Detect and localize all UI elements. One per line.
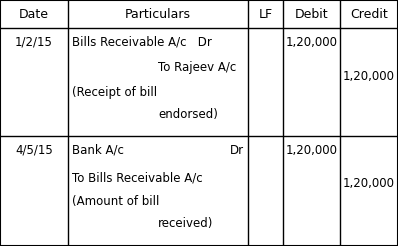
Text: Credit: Credit	[350, 7, 388, 20]
Text: Date: Date	[19, 7, 49, 20]
Text: 1/2/15: 1/2/15	[15, 35, 53, 48]
Text: endorsed): endorsed)	[158, 108, 218, 121]
Text: (Receipt of bill: (Receipt of bill	[72, 86, 157, 99]
Text: To Bills Receivable A/c: To Bills Receivable A/c	[72, 171, 203, 184]
Text: 1,20,000: 1,20,000	[285, 144, 338, 157]
Text: Particulars: Particulars	[125, 7, 191, 20]
Text: Bills Receivable A/c   Dr: Bills Receivable A/c Dr	[72, 35, 212, 48]
Text: 1,20,000: 1,20,000	[343, 177, 395, 190]
Text: 4/5/15: 4/5/15	[15, 144, 53, 157]
Text: 1,20,000: 1,20,000	[343, 70, 395, 83]
Text: received): received)	[158, 217, 213, 231]
Text: 1,20,000: 1,20,000	[285, 35, 338, 48]
Text: To Rajeev A/c: To Rajeev A/c	[158, 62, 236, 75]
Text: (Amount of bill: (Amount of bill	[72, 196, 159, 209]
Text: LF: LF	[258, 7, 273, 20]
Text: Dr: Dr	[230, 144, 244, 157]
Text: Bank A/c: Bank A/c	[72, 144, 124, 157]
Text: Debit: Debit	[295, 7, 328, 20]
